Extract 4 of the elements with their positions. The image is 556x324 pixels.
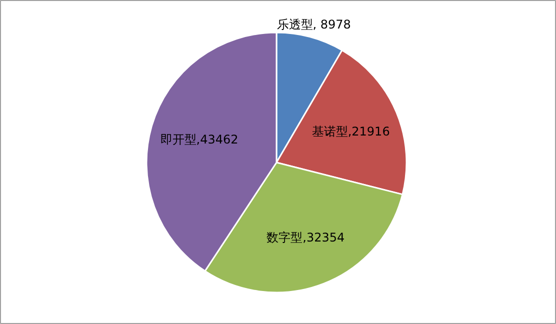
slice-label: 即开型,43462 [160,132,238,146]
slice-label: 乐透型, 8978 [276,17,351,32]
slice-label: 数字型,32354 [266,230,345,245]
slice-label: 基诺型,21916 [312,124,390,138]
